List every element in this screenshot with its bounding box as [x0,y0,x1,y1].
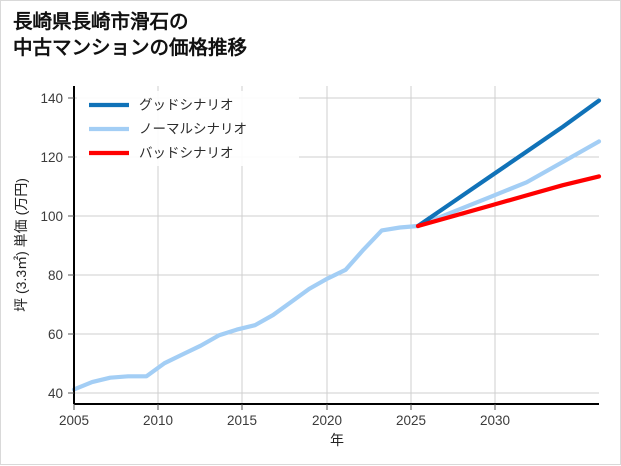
tick-label-x-2005: 2005 [59,413,89,428]
chart-title: 長崎県長崎市滑石の 中古マンションの価格推移 [13,9,573,61]
tick-label-y-60: 60 [48,327,63,342]
series-group [71,98,602,392]
tick-label-y-140: 140 [40,91,63,106]
tick-label-x-2030: 2030 [480,413,510,428]
chart-legend: グッドシナリオ ノーマルシナリオ バッドシナリオ [77,91,299,166]
tick-label-y-100: 100 [40,209,63,224]
series-good-scenario-line [415,98,602,229]
x-gridlines [157,86,496,404]
legend-label-bad-scenario: バッドシナリオ [139,146,234,161]
tick-label-x-2015: 2015 [227,413,257,428]
tick-label-x-2020: 2020 [312,413,342,428]
tick-label-y-80: 80 [48,268,63,283]
y-axis-title: 坪 (3.3㎡) 単価 (万円) [13,178,29,312]
series-bad-scenario-line [415,174,602,229]
x-axis-ticks: 2005 2010 2015 2020 2025 2030 [59,404,510,428]
tick-label-x-2010: 2010 [143,413,173,428]
legend-label-normal-scenario: ノーマルシナリオ [139,122,247,137]
tick-label-y-40: 40 [48,386,63,401]
x-axis-title: 年 [330,432,344,448]
chart-title-line-1: 長崎県長崎市滑石の [13,11,189,33]
chart-title-line-2: 中古マンションの価格推移 [13,37,248,59]
y-axis-ticks: 140 120 100 80 60 40 [40,91,74,401]
tick-label-y-120: 120 [40,150,63,165]
tick-label-x-2025: 2025 [396,413,426,428]
legend-label-good-scenario: グッドシナリオ [139,98,234,113]
series-normal-scenario-line [71,139,602,392]
